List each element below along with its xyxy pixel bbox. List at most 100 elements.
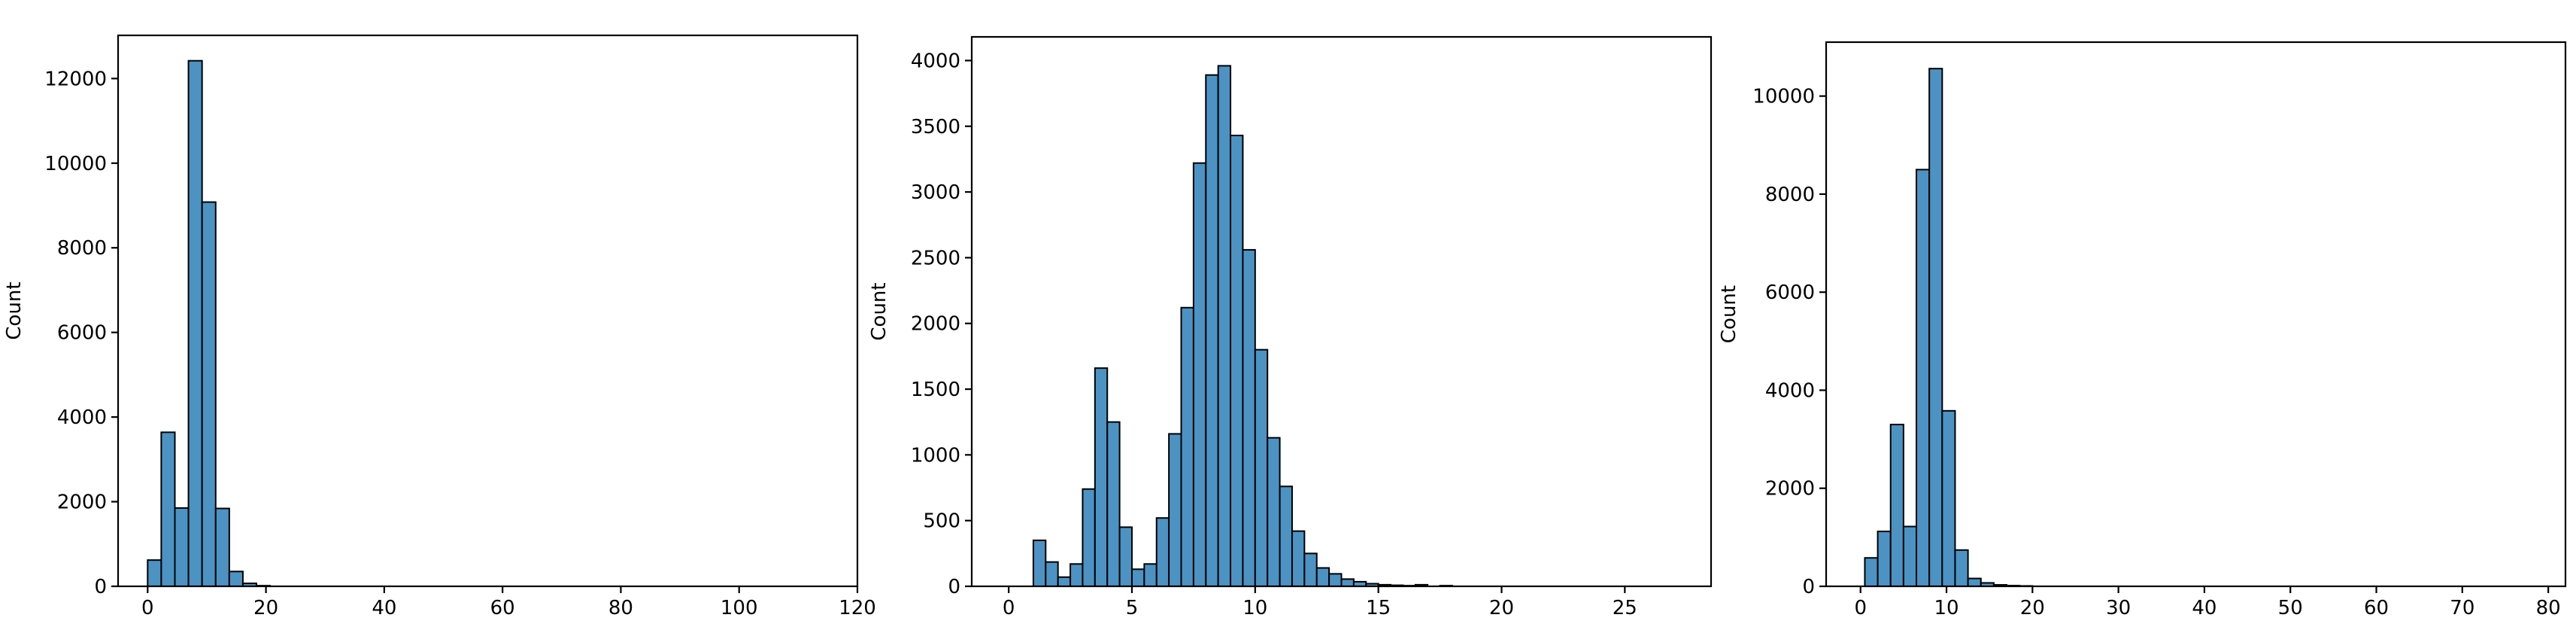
y-tick-label: 3000 <box>911 181 960 204</box>
x-axis-ticks-1: 0 20 40 60 80 100 120 <box>141 586 876 619</box>
x-tick-label: 80 <box>608 597 633 619</box>
y-tick-label: 2000 <box>911 313 960 336</box>
x-tick-label: 15 <box>1366 597 1391 619</box>
x-tick-label: 10 <box>1242 597 1267 619</box>
x-tick-label: 60 <box>490 597 515 619</box>
x-tick-label: 50 <box>2278 597 2303 619</box>
plot-frame-3 <box>1825 41 2567 588</box>
y-axis-label-2: Count <box>868 282 891 340</box>
histogram-bar <box>1916 169 1931 588</box>
x-tick-label: 20 <box>253 597 278 619</box>
histogram-bar <box>1032 539 1047 588</box>
x-tick-label: 0 <box>141 597 154 619</box>
histogram-bar <box>1928 68 1943 588</box>
histogram-panel-3: 0 10 20 30 40 50 60 70 80 0 2000 4000 6000 8000 10000… <box>1718 41 2567 619</box>
y-tick-label: 2500 <box>911 247 960 269</box>
histogram-bar <box>1230 134 1244 588</box>
histogram-bar <box>1057 576 1072 588</box>
y-tick-label: 0 <box>1802 576 1815 598</box>
x-tick-label: 70 <box>2450 597 2474 619</box>
x-tick-label: 120 <box>839 597 876 619</box>
x-tick-label: 10 <box>1934 597 1959 619</box>
histogram-bars-3 <box>1864 68 2034 588</box>
histogram-bar <box>1877 531 1892 587</box>
histogram-bar <box>1242 248 1256 587</box>
histogram-bar <box>160 431 176 587</box>
x-tick-label: 40 <box>2192 597 2216 619</box>
y-tick-label: 2000 <box>1765 478 1815 501</box>
y-tick-label: 8000 <box>1765 184 1815 206</box>
histogram-bar <box>1106 421 1121 588</box>
y-tick-label: 12000 <box>44 68 107 90</box>
histogram-bar <box>1168 433 1182 587</box>
histogram-bar <box>1967 577 1982 588</box>
histogram-bar <box>1340 578 1355 588</box>
x-tick-label: 100 <box>721 597 758 619</box>
histogram-bar <box>201 201 217 587</box>
x-tick-label: 30 <box>2106 597 2131 619</box>
x-tick-label: 60 <box>2364 597 2389 619</box>
histogram-bar <box>1328 573 1343 587</box>
y-tick-label: 10000 <box>1752 86 1815 108</box>
histogram-bar <box>1130 568 1145 587</box>
histogram-bars-2 <box>1032 65 1453 588</box>
histogram-bar <box>1291 530 1306 588</box>
histogram-bar <box>187 59 203 588</box>
histogram-bar <box>1902 525 1918 587</box>
histogram-bar <box>1217 65 1232 588</box>
histogram-bar <box>1070 563 1084 587</box>
x-tick-label: 40 <box>372 597 396 619</box>
y-tick-label: 3500 <box>911 116 960 138</box>
histogram-bar <box>1279 485 1293 588</box>
x-tick-label: 80 <box>2536 597 2561 619</box>
x-tick-label: 0 <box>1003 597 1015 619</box>
histogram-bar <box>1889 424 1904 587</box>
y-tick-label: 0 <box>948 576 960 598</box>
y-tick-label: 0 <box>94 576 107 598</box>
x-tick-label: 0 <box>1854 597 1867 619</box>
histogram-bar <box>228 571 244 588</box>
histogram-bar <box>1315 567 1330 587</box>
histogram-bar <box>1118 526 1133 587</box>
y-tick-label: 1000 <box>911 444 960 467</box>
x-axis-ticks-2: 0 5 10 15 20 25 <box>1003 586 1637 619</box>
y-tick-label: 500 <box>923 510 960 533</box>
histogram-bar <box>1180 306 1194 587</box>
x-tick-label: 5 <box>1126 597 1139 619</box>
y-axis-ticks-1: 0 2000 4000 6000 8000 10000 12000 <box>44 68 118 598</box>
y-tick-label: 6000 <box>1765 281 1815 304</box>
y-axis-label-3: Count <box>1718 285 1740 343</box>
histogram-bar <box>1941 409 1956 587</box>
y-tick-label: 6000 <box>57 322 107 345</box>
histogram-bar <box>1303 552 1318 588</box>
histogram-bar <box>1082 488 1096 588</box>
histogram-bar <box>1954 549 1969 587</box>
y-axis-ticks-3: 0 2000 4000 6000 8000 10000 <box>1752 86 1826 598</box>
y-tick-label: 4000 <box>1765 379 1815 402</box>
histogram-bar <box>1205 74 1219 587</box>
histogram-bar <box>1192 162 1207 588</box>
histogram-bar <box>1094 367 1109 587</box>
histogram-bar <box>1267 437 1281 587</box>
x-axis-ticks-3: 0 10 20 30 40 50 60 70 80 <box>1854 586 2561 619</box>
y-axis-ticks-2: 0 500 1000 1500 2000 2500 3000 3500 4000 <box>911 50 972 598</box>
histogram-bars-1 <box>147 59 272 588</box>
y-axis-label-1: Count <box>3 281 26 339</box>
histogram-bar <box>147 559 162 588</box>
y-tick-label: 4000 <box>57 406 107 429</box>
histogram-bar <box>1143 563 1158 587</box>
plot-frame-2 <box>970 35 1713 588</box>
histogram-bar <box>1254 348 1269 587</box>
plot-frame-1 <box>117 34 859 588</box>
histogram-bar <box>214 507 230 587</box>
x-tick-label: 20 <box>1489 597 1514 619</box>
y-tick-label: 2000 <box>57 491 107 514</box>
histogram-bar <box>174 507 190 587</box>
histogram-bar <box>1864 557 1879 587</box>
y-tick-label: 4000 <box>911 50 960 72</box>
y-tick-label: 8000 <box>57 237 107 260</box>
histogram-panel-1: 0 20 40 60 80 100 120 0 2000 4000 6000 8000 10000 12… <box>3 34 876 619</box>
x-tick-label: 25 <box>1613 597 1637 619</box>
histogram-panel-2: 0 5 10 15 20 25 0 500 1000 1500 2000 2500 3000 3500 4… <box>868 35 1713 619</box>
